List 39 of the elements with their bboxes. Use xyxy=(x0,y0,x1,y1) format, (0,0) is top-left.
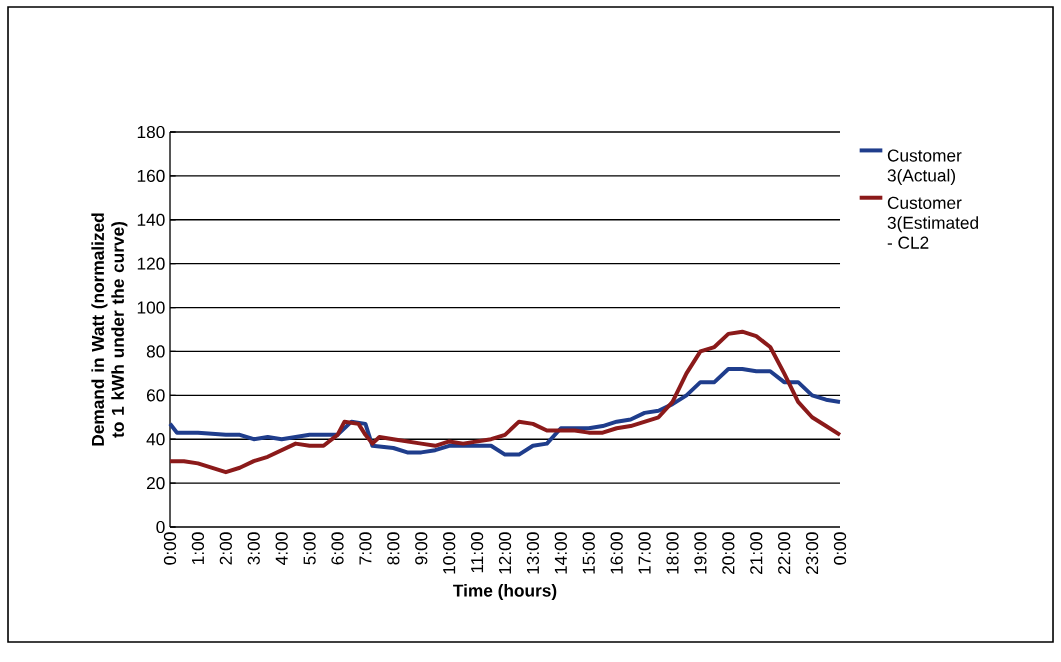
y-tick-label: 160 xyxy=(137,169,165,182)
x-tick-label: 11:00 xyxy=(470,532,484,573)
x-tick-label: 0:00 xyxy=(163,532,177,565)
x-tick-label: 10:00 xyxy=(443,532,456,574)
legend-label: Customer 3(Estimated - CL2 xyxy=(887,196,979,249)
y-axis-title: Demand in Watt (normalized to 1 kWh under the curve) xyxy=(91,213,128,446)
x-tick-label: 6:00 xyxy=(331,532,344,565)
x-tick-label: 5:00 xyxy=(303,532,316,565)
x-tick-label: 7:00 xyxy=(359,532,372,565)
y-tick-label: 100 xyxy=(137,301,165,314)
x-tick-label: 20:00 xyxy=(722,532,735,575)
x-tick-label: 14:00 xyxy=(554,532,567,574)
y-tick-label: 80 xyxy=(146,345,165,358)
x-tick-label: 3:00 xyxy=(247,532,260,565)
x-tick-label: 1:00 xyxy=(191,532,205,564)
y-tick-label: 20 xyxy=(146,476,165,490)
legend-label: Customer 3(Actual) xyxy=(887,149,962,185)
y-tick-label: 60 xyxy=(146,389,165,402)
x-axis-title: Time (hours) xyxy=(453,584,557,601)
x-tick-label: 9:00 xyxy=(415,532,428,565)
x-tick-label: 13:00 xyxy=(526,532,540,574)
x-tick-label: 12:00 xyxy=(498,532,512,574)
y-tick-label: 0 xyxy=(156,520,165,534)
y-tick-label: 140 xyxy=(137,213,165,226)
x-tick-label: 2:00 xyxy=(219,532,232,565)
x-tick-label: 18:00 xyxy=(666,532,679,574)
x-tick-label: 23:00 xyxy=(805,532,819,575)
x-tick-label: 0:00 xyxy=(833,532,847,565)
x-tick-label: 15:00 xyxy=(582,532,595,574)
y-tick-label: 40 xyxy=(146,433,165,446)
y-tick-label: 120 xyxy=(137,257,165,270)
x-tick-label: 19:00 xyxy=(694,532,707,574)
x-tick-label: 22:00 xyxy=(778,532,791,575)
x-tick-label: 4:00 xyxy=(275,532,288,565)
x-tick-label: 17:00 xyxy=(638,532,651,574)
x-tick-label: 8:00 xyxy=(387,532,400,565)
x-tick-label: 21:00 xyxy=(750,532,763,575)
y-tick-label: 180 xyxy=(137,125,165,139)
x-tick-label: 16:00 xyxy=(610,532,623,574)
